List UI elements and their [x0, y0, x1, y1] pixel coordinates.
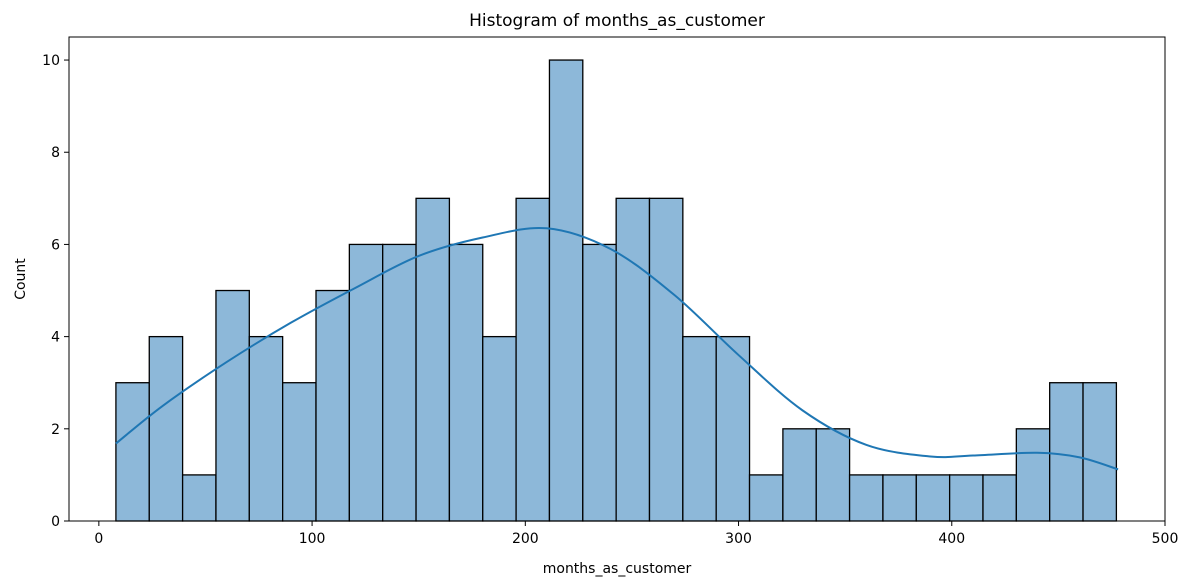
- x-tick-label: 200: [512, 531, 539, 547]
- histogram-bar: [548, 59, 584, 522]
- histogram-bar: [982, 474, 1017, 522]
- histogram-bar: [715, 335, 751, 522]
- histogram-bar: [582, 243, 617, 522]
- y-tick-label: 8: [51, 145, 60, 161]
- histogram-bar: [215, 289, 250, 522]
- chart-title: Histogram of months_as_customer: [469, 11, 765, 31]
- histogram-bar: [615, 197, 651, 522]
- histogram-bar: [382, 243, 417, 522]
- x-tick-label: 0: [94, 531, 103, 547]
- histogram-bar: [815, 428, 851, 522]
- x-tick-label: 300: [725, 531, 752, 547]
- y-tick-label: 0: [51, 514, 60, 530]
- plot-frame: [68, 36, 1166, 522]
- histogram-bar: [348, 243, 384, 522]
- histogram-bar: [748, 474, 784, 522]
- histogram-bar: [248, 335, 284, 522]
- histogram-bar: [282, 382, 317, 522]
- y-tick-label: 10: [42, 53, 60, 69]
- x-tick-label: 100: [299, 531, 326, 547]
- histogram-bar: [1082, 382, 1118, 522]
- histogram-bar: [648, 197, 684, 522]
- histogram-bar: [515, 197, 551, 522]
- histogram-bar: [482, 335, 517, 522]
- histogram-bar: [915, 474, 951, 522]
- histogram-bar: [115, 382, 150, 522]
- histogram-bar: [948, 474, 984, 522]
- histogram-bar: [181, 474, 217, 522]
- histogram-bar: [682, 335, 717, 522]
- histogram-bar: [415, 197, 451, 522]
- y-axis-ticks: 0 2 4 6 8 10: [42, 53, 69, 530]
- histogram-bar: [448, 243, 484, 522]
- histogram-bar: [782, 428, 817, 522]
- histogram-bar: [1015, 428, 1051, 522]
- x-tick-label: 500: [1152, 531, 1179, 547]
- histogram-bar: [848, 474, 884, 522]
- y-tick-label: 2: [51, 422, 60, 438]
- y-axis-label: Count: [13, 258, 29, 300]
- histogram-bar: [148, 335, 184, 522]
- histogram-bar: [315, 289, 351, 522]
- bars-group: [115, 59, 1118, 522]
- kde-curve: [115, 226, 1119, 471]
- x-tick-label: 400: [938, 531, 965, 547]
- x-axis-label: months_as_customer: [543, 561, 692, 577]
- x-axis-ticks: 0 100 200 300 400 500: [94, 521, 1178, 547]
- y-tick-label: 4: [51, 330, 60, 346]
- y-tick-label: 6: [51, 237, 60, 253]
- histogram-bar: [882, 474, 917, 522]
- histogram-bar: [1049, 382, 1084, 522]
